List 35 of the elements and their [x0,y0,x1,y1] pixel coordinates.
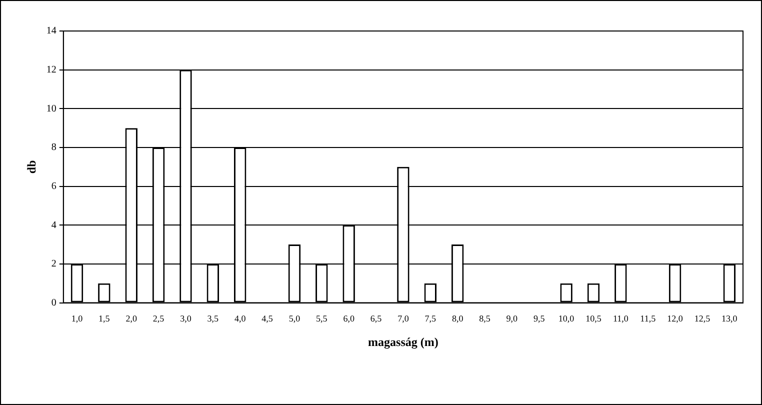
x-tick-label: 8,5 [479,314,491,324]
y-tick-label: 6 [51,180,56,192]
x-tick-label: 1,5 [98,314,110,324]
x-tick-label: 3,0 [180,314,192,324]
x-tick-label: 4,5 [262,314,274,324]
x-tick-label: 3,5 [207,314,220,324]
x-tick-label: 5,0 [288,314,301,324]
x-tick-label: 11,0 [612,314,629,324]
x-tick-label: 2,0 [126,314,138,324]
x-tick-label: 6,0 [343,314,355,324]
x-tick-label: 8,0 [452,314,464,324]
y-tick-label: 2 [51,258,56,270]
x-tick-label: 12,0 [667,314,684,324]
x-tick-label: 2,5 [152,314,165,324]
y-tick-label: 4 [51,220,56,231]
x-tick-label: 9,0 [506,314,518,324]
y-tick-label: 14 [46,26,56,37]
x-tick-label: 9,5 [533,314,546,324]
x-tick-label: 1,0 [71,314,84,324]
y-tick-label: 0 [51,297,56,308]
x-tick-label: 11,5 [640,314,656,324]
x-axis-title: magasság (m) [368,334,438,349]
x-tick-label: 10,5 [586,314,602,324]
x-tick-label: 12,5 [694,314,711,324]
x-tick-label: 6,5 [370,314,382,324]
x-tick-label: 7,5 [424,314,437,324]
x-tick-label: 7,0 [398,314,410,324]
y-tick-label: 12 [46,64,56,76]
x-tick-label: 13,0 [722,314,738,324]
x-tick-label: 10,0 [558,314,575,324]
x-tick-label: 5,5 [316,314,328,324]
y-tick-label: 8 [51,142,56,154]
y-tick-label: 10 [46,103,56,114]
y-axis-title: db [24,160,38,174]
x-tick-label: 4,0 [234,314,246,324]
